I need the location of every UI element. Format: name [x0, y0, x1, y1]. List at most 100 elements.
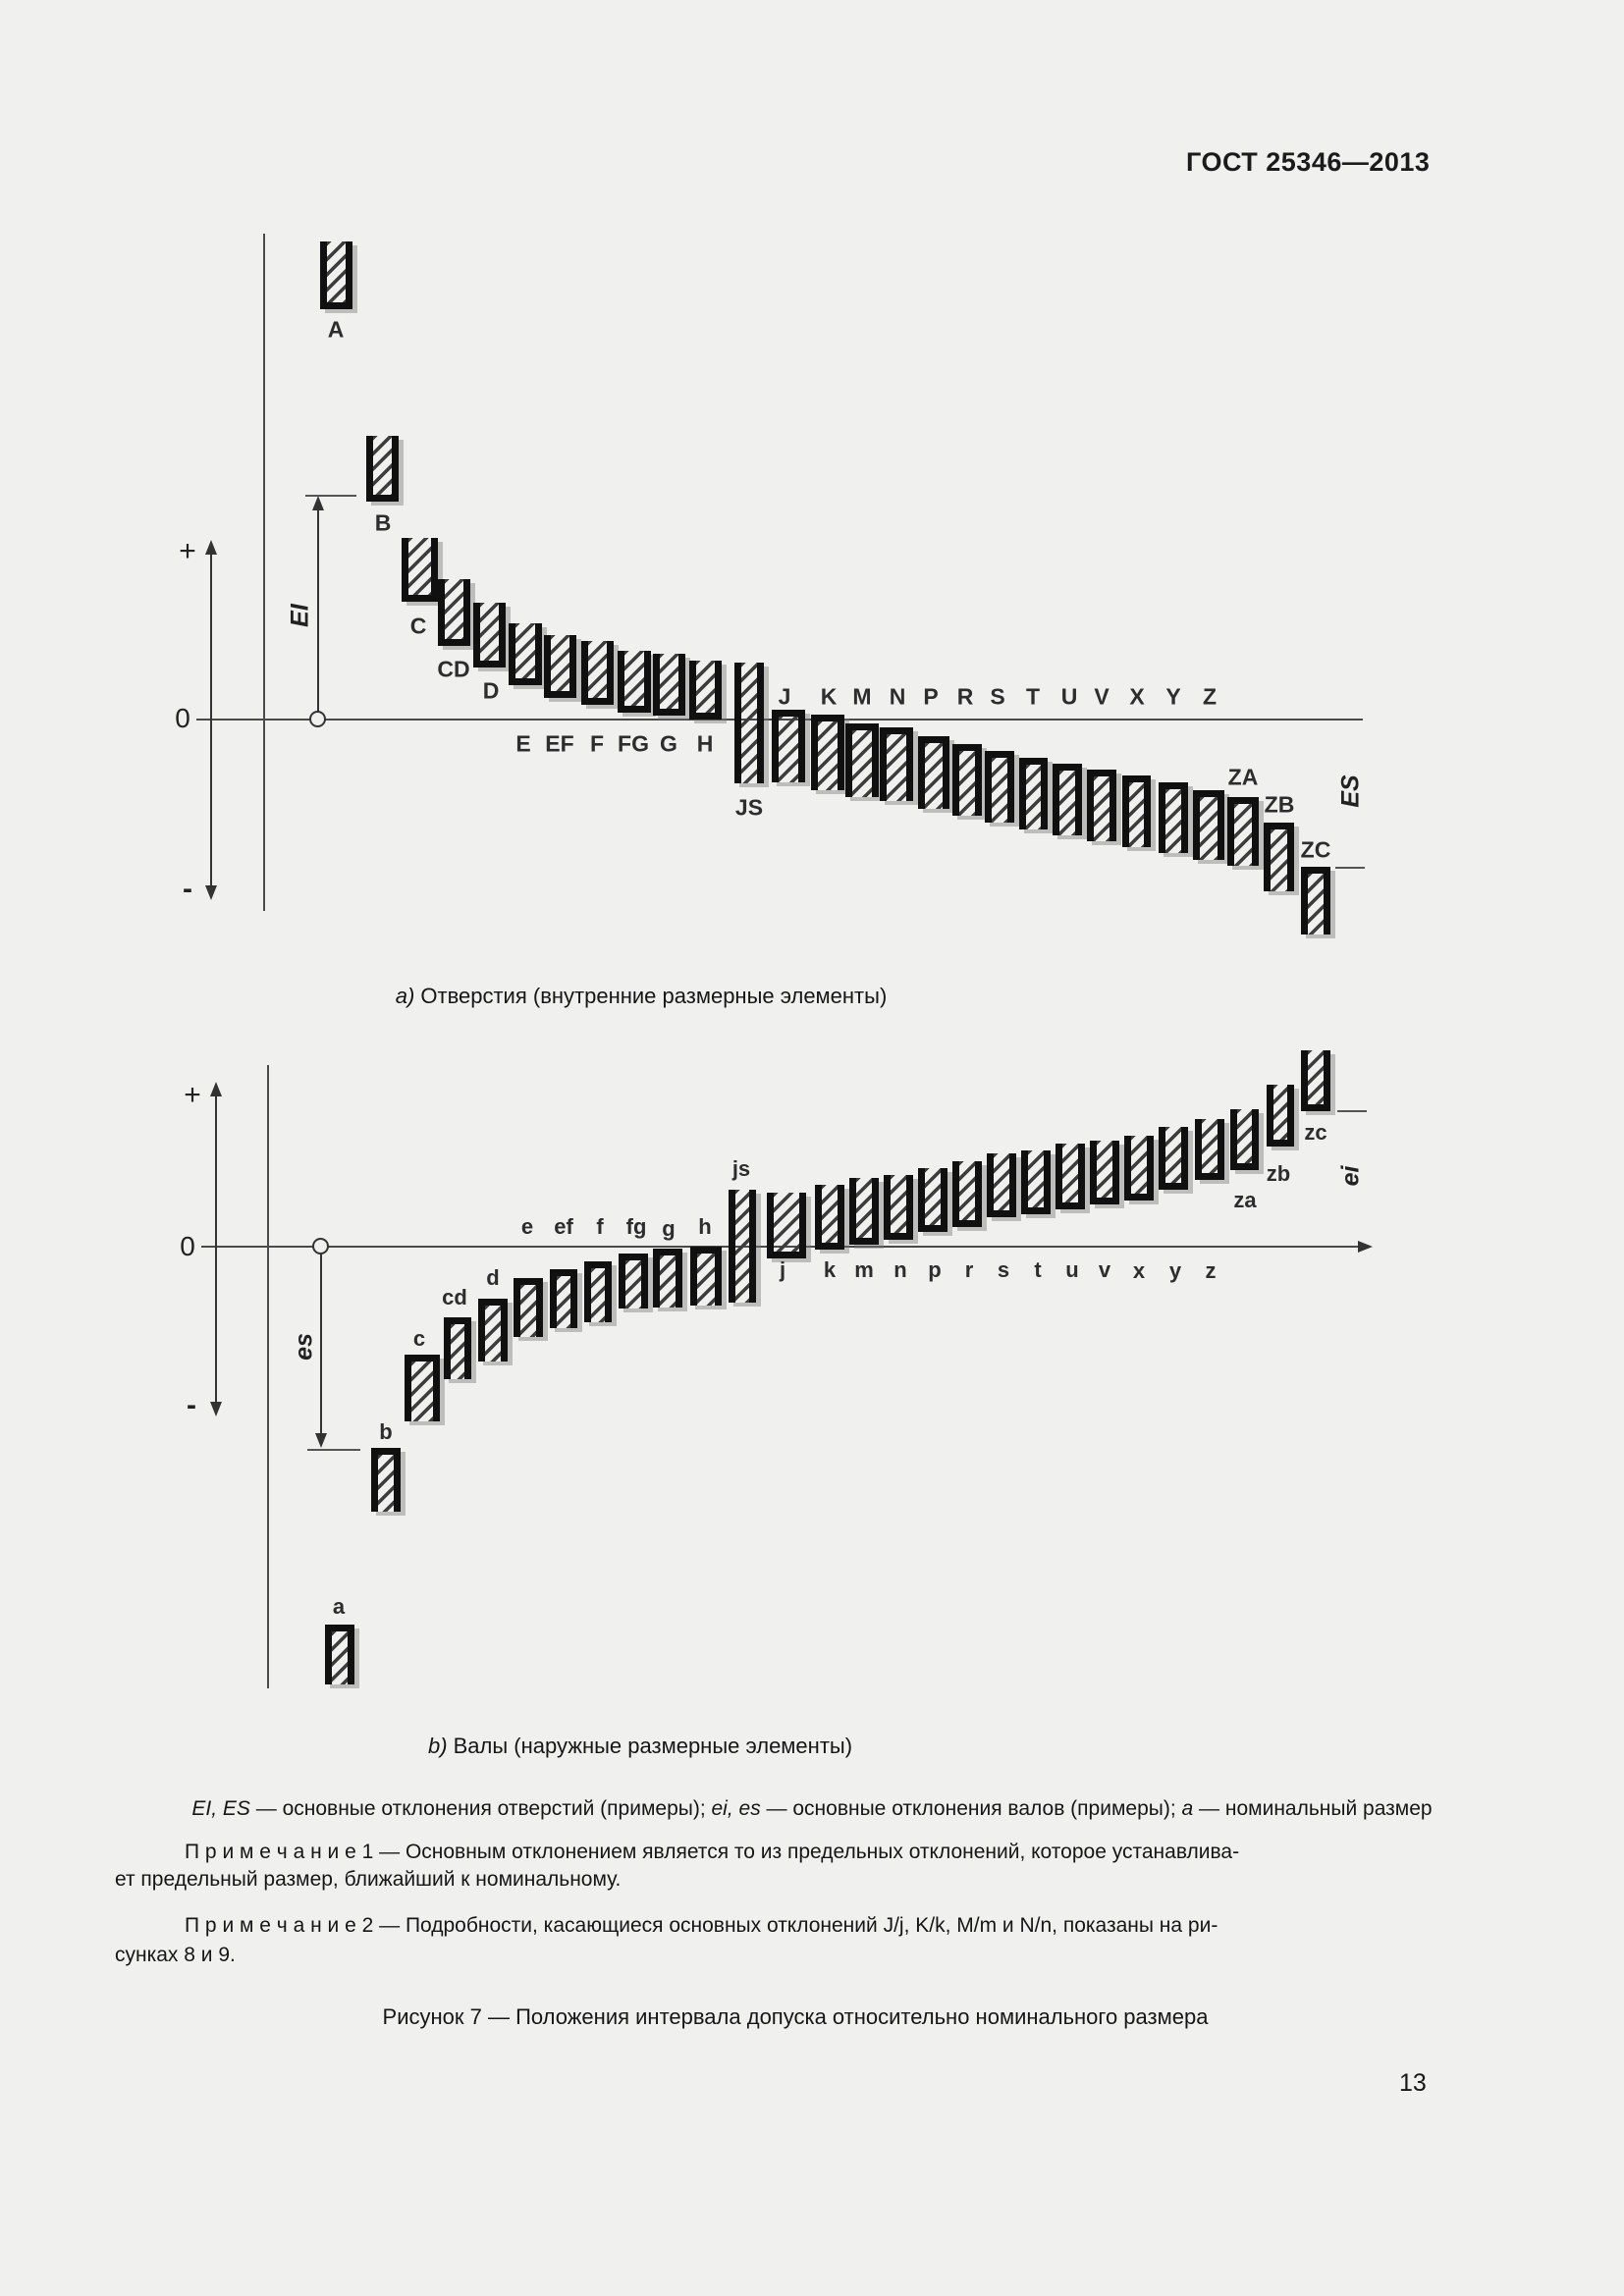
- bar-label-fg: fg: [625, 1214, 647, 1239]
- bar-label-g: g: [662, 1216, 676, 1241]
- bar-label-t: t: [1034, 1257, 1042, 1282]
- bar-label-k: k: [823, 1257, 837, 1282]
- tolerance-bars-shafts: a b c cd d e ef f fg g h js j k m n p r s t u v x y z za zb zc: [325, 1050, 1330, 1684]
- bar-label-b: b: [379, 1419, 393, 1444]
- tolerance-zone-bar-j: [767, 1193, 806, 1258]
- tolerance-zone-bar-js: [729, 1190, 756, 1303]
- tolerance-zone-bar-y: [1159, 1127, 1188, 1190]
- bar-label-ZA: ZA: [1227, 764, 1259, 790]
- ei-tick: [305, 495, 356, 497]
- bar-label-js: js: [731, 1156, 751, 1181]
- bar-label-ef: ef: [554, 1214, 573, 1239]
- ei-dimension-line: [317, 507, 319, 714]
- tolerance-zone-bar-V: [1087, 770, 1116, 841]
- tolerance-zone-bar-Y: [1159, 782, 1188, 853]
- tolerance-zone-bar-x: [1124, 1136, 1154, 1201]
- tolerance-zone-bar-CD: [438, 579, 470, 646]
- tolerance-zone-bar-fg: [619, 1254, 648, 1308]
- diagram-shafts: + - 0 es ei a b c cd d e ef f fg g h js j k m n p r s t u v x y…: [180, 1050, 1373, 1688]
- tolerance-zone-bar-P: [918, 736, 949, 809]
- tolerance-zone-bar-ZB: [1264, 823, 1294, 891]
- tolerance-zone-bar-C: [402, 538, 438, 602]
- tolerance-zone-bar-e: [514, 1278, 543, 1337]
- es-dimension-line: [320, 1255, 322, 1436]
- text-segment: — основные отклонения отверстий (примеры…: [249, 1797, 712, 1820]
- tolerance-zone-bar-cd: [444, 1317, 471, 1379]
- sign-axis-line-a: [210, 550, 212, 893]
- tolerance-zone-bar-F: [581, 641, 614, 705]
- zero-label-a: 0: [175, 703, 190, 733]
- sign-axis-arrow-up-icon-a: [205, 540, 217, 555]
- bar-label-v: v: [1098, 1257, 1111, 1282]
- tolerance-zone-bar-r: [952, 1161, 982, 1227]
- text-segment: а: [1181, 1797, 1194, 1820]
- zero-line-arrow-right-icon: [1358, 1241, 1373, 1253]
- vertical-axis-a: [263, 234, 265, 911]
- bar-label-u: u: [1065, 1257, 1079, 1282]
- tolerance-zone-bar-S: [985, 751, 1014, 823]
- bar-label-C: C: [409, 613, 427, 639]
- bar-label-F: F: [589, 730, 605, 757]
- tolerance-zone-bar-u: [1056, 1144, 1085, 1209]
- tolerance-zone-bar-B: [366, 436, 399, 502]
- bar-label-za: za: [1233, 1188, 1257, 1212]
- bar-label-r: r: [964, 1257, 974, 1282]
- figure-legend: EI, ES — основные отклонения отверстий (…: [79, 1797, 1545, 1821]
- ei-arrow-up-icon: [312, 496, 324, 510]
- caption-a: а) Отверстия (внутренние размерные элеме…: [396, 984, 888, 1009]
- bar-label-Y: Y: [1165, 683, 1181, 710]
- tolerance-zone-bar-a: [325, 1625, 354, 1684]
- bar-label-D: D: [482, 677, 500, 704]
- tolerance-zone-bar-z: [1195, 1119, 1224, 1180]
- text-segment: EI, ES: [191, 1797, 250, 1820]
- bar-label-p: p: [928, 1257, 942, 1282]
- bar-label-x: x: [1132, 1258, 1146, 1283]
- bar-label-E: E: [515, 730, 531, 757]
- minus-label-b: -: [187, 1389, 196, 1421]
- text-segment: b): [427, 1734, 448, 1758]
- sign-axis-arrow-up-icon-b: [210, 1082, 222, 1096]
- bar-label-d: d: [486, 1265, 500, 1290]
- bar-label-N: N: [889, 683, 906, 710]
- tolerance-zone-bar-T: [1019, 758, 1048, 829]
- tolerance-zone-bar-f: [584, 1261, 612, 1322]
- bar-label-P: P: [923, 683, 939, 710]
- page-number: 13: [1399, 2069, 1427, 2097]
- bar-label-h: h: [698, 1214, 712, 1239]
- bar-label-A: A: [327, 316, 345, 343]
- bar-label-R: R: [956, 683, 974, 710]
- tolerance-zone-bar-d: [478, 1299, 508, 1362]
- diagram-holes: + - 0 EI ES A B C CD D E EF F FG G H JS J K M N P R S T U V X Y…: [0, 0, 1624, 1021]
- tolerance-zone-bar-m: [849, 1178, 879, 1245]
- tolerance-zone-bar-ZA: [1227, 797, 1259, 866]
- text-segment: — номинальный размер: [1193, 1797, 1433, 1820]
- tolerance-zone-bar-ZC: [1301, 867, 1330, 934]
- bar-label-ZB: ZB: [1264, 791, 1295, 818]
- bar-label-S: S: [990, 683, 1005, 710]
- tolerance-zone-bar-Z: [1193, 790, 1224, 860]
- tolerance-zone-bar-D: [473, 603, 506, 667]
- bar-label-FG: FG: [618, 730, 649, 757]
- tolerance-zone-bar-zb: [1267, 1085, 1294, 1147]
- tolerance-zone-bar-G: [653, 654, 685, 716]
- text-segment: ei, es: [711, 1797, 761, 1820]
- tolerance-zone-bar-E: [509, 623, 542, 685]
- bar-label-m: m: [854, 1257, 874, 1282]
- tolerance-zone-bar-FG: [618, 651, 651, 713]
- bar-label-J: J: [778, 683, 791, 710]
- bar-label-zb: zb: [1266, 1161, 1291, 1186]
- bar-label-EF: EF: [545, 730, 574, 757]
- bar-label-ZC: ZC: [1300, 836, 1331, 863]
- plus-label-b: +: [184, 1079, 201, 1111]
- tolerance-zone-bar-p: [918, 1168, 947, 1232]
- text-segment: а): [395, 984, 415, 1008]
- zero-label-b: 0: [180, 1231, 195, 1261]
- figure-caption: Рисунок 7 — Положения интервала допуска …: [382, 2004, 1209, 2029]
- bar-label-f: f: [596, 1214, 604, 1239]
- bar-label-a: a: [332, 1594, 346, 1619]
- bar-label-H: H: [696, 730, 714, 757]
- bar-label-X: X: [1129, 683, 1145, 710]
- tolerance-zone-bar-M: [845, 723, 879, 797]
- sign-axis-arrow-down-icon-a: [205, 885, 217, 900]
